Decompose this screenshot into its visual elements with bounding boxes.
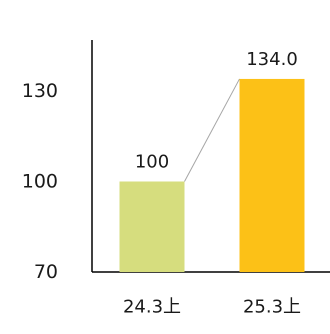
x-category-label: 25.3上 [243,297,301,318]
x-axis: 24.3上 25.3上 [92,271,330,318]
bar [119,181,185,272]
bar [239,78,305,272]
data-labels: 100 134.0 [135,49,298,173]
y-tick-label: 130 [22,80,58,102]
data-label: 134.0 [246,49,298,70]
y-axis: 70 100 130 [22,40,93,283]
bar-connector-line [184,78,240,182]
x-category-label: 24.3上 [123,297,181,318]
y-tick-labels: 70 100 130 [22,80,58,283]
y-tick-label: 70 [34,261,58,283]
data-label: 100 [135,152,169,173]
bars [119,78,305,272]
x-category-labels: 24.3上 25.3上 [123,297,301,318]
y-tick-label: 100 [22,171,58,193]
